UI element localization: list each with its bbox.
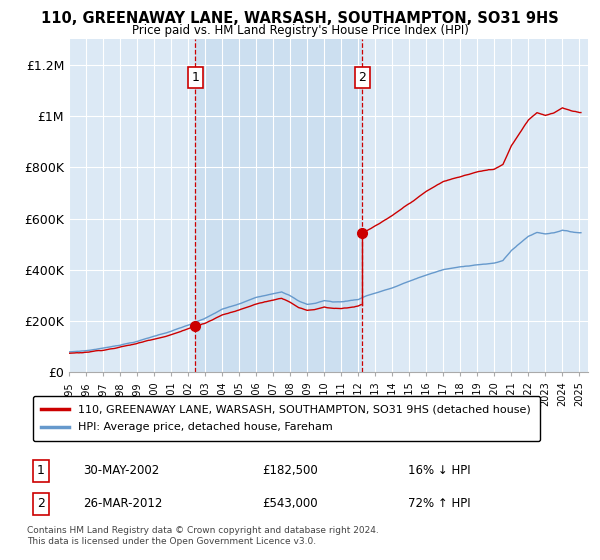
Text: Contains HM Land Registry data © Crown copyright and database right 2024.
This d: Contains HM Land Registry data © Crown c… xyxy=(27,526,379,546)
Text: 16% ↓ HPI: 16% ↓ HPI xyxy=(409,464,471,477)
Legend: 110, GREENAWAY LANE, WARSASH, SOUTHAMPTON, SO31 9HS (detached house), HPI: Avera: 110, GREENAWAY LANE, WARSASH, SOUTHAMPTO… xyxy=(32,396,540,441)
Text: 2: 2 xyxy=(37,497,45,510)
Text: Price paid vs. HM Land Registry's House Price Index (HPI): Price paid vs. HM Land Registry's House … xyxy=(131,24,469,36)
Text: 1: 1 xyxy=(37,464,45,477)
Text: 2: 2 xyxy=(358,71,366,84)
Text: 110, GREENAWAY LANE, WARSASH, SOUTHAMPTON, SO31 9HS: 110, GREENAWAY LANE, WARSASH, SOUTHAMPTO… xyxy=(41,11,559,26)
Bar xyxy=(195,39,362,372)
Text: £543,000: £543,000 xyxy=(263,497,318,510)
Text: 72% ↑ HPI: 72% ↑ HPI xyxy=(409,497,471,510)
Text: 30-MAY-2002: 30-MAY-2002 xyxy=(83,464,160,477)
Text: £182,500: £182,500 xyxy=(263,464,319,477)
Text: 1: 1 xyxy=(191,71,199,84)
Text: 26-MAR-2012: 26-MAR-2012 xyxy=(83,497,163,510)
